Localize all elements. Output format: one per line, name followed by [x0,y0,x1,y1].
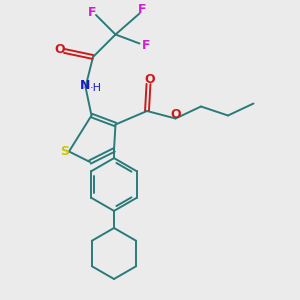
Text: F: F [142,39,150,52]
Text: F: F [88,5,97,19]
Text: O: O [145,73,155,86]
Text: S: S [60,145,69,158]
Text: ·H: ·H [90,82,102,93]
Text: F: F [138,3,147,16]
Text: O: O [171,107,182,121]
Text: O: O [55,43,65,56]
Text: N: N [80,79,91,92]
